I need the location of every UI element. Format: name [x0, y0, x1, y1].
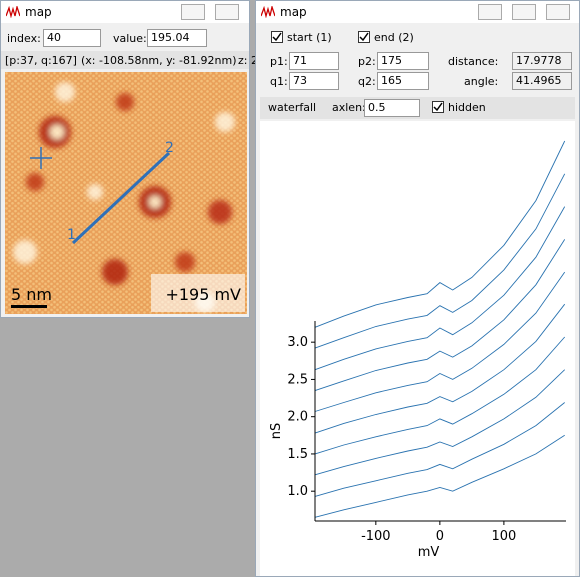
angle-value: 41.4965 [516, 74, 562, 87]
waterfall-curve [314, 402, 565, 497]
q1-input[interactable]: 73 [289, 72, 339, 90]
start-checkbox[interactable] [271, 31, 283, 43]
p2-input[interactable]: 175 [377, 52, 429, 70]
q1-value: 73 [293, 74, 307, 87]
bias-background [151, 274, 245, 312]
hidden-label: hidden [448, 101, 486, 114]
status-xy: (x: -108.58nm, y: -81.92nm) [81, 54, 237, 67]
waterfall-curve [314, 369, 566, 476]
app-icon [6, 6, 20, 18]
cursor-cross [30, 147, 52, 169]
distance-field: 17.9778 [512, 52, 572, 70]
p2-value: 175 [381, 54, 402, 67]
title-bar: map [256, 1, 579, 23]
scale-bar-label: 5 nm [11, 285, 52, 304]
axlen-value: 0.5 [368, 101, 386, 114]
minimize-button[interactable] [478, 4, 502, 20]
angle-field: 41.4965 [512, 72, 572, 90]
waterfall-curve [314, 173, 566, 349]
minimize-button[interactable] [181, 4, 205, 20]
app-icon [261, 6, 275, 18]
value-label: value: [113, 32, 147, 45]
p1-label: p1: [270, 55, 288, 68]
status-pq: [p:37, q:167] [5, 54, 77, 67]
waterfall-curve [314, 434, 565, 518]
close-button[interactable] [546, 4, 570, 20]
end-label: end (2) [374, 31, 414, 44]
plot-toolbar: waterfall axlen: 0.5 hidden [260, 97, 575, 119]
x-tick-label: 0 [436, 529, 444, 544]
waterfall-curve [314, 336, 566, 455]
waterfall-curve [314, 140, 566, 328]
p1-value: 71 [293, 54, 307, 67]
waterfall-curve [314, 206, 566, 371]
angle-label: angle: [464, 75, 499, 88]
p2-label: p2: [358, 55, 376, 68]
p1-input[interactable]: 71 [289, 52, 339, 70]
left-window: map index: 40 value: 195.04 [p:37, q:167… [0, 0, 258, 318]
window-title: map [25, 5, 52, 19]
start-label: start (1) [287, 31, 332, 44]
q2-input[interactable]: 165 [377, 72, 429, 90]
x-axis-label: mV [418, 545, 440, 560]
index-label: index: [7, 32, 41, 45]
status-bar: [p:37, q:167] (x: -108.58nm, y: -81.92nm… [1, 51, 258, 69]
stm-image: 1 2 5 nm +195 mV [5, 72, 247, 314]
y-tick-label: 2.5 [287, 372, 308, 387]
waterfall-plot: 1.0 1.5 2.0 2.5 3.0 -100 0 100 mV nS [260, 121, 575, 576]
x-tick-label: 100 [491, 529, 516, 544]
window-title: map [280, 5, 307, 19]
y-tick-label: 1.5 [287, 447, 308, 462]
value-value: 195.04 [151, 31, 190, 44]
axlen-input[interactable]: 0.5 [364, 99, 420, 117]
right-window: map start (1) end (2) p1: 71 p2: 175 dis… [255, 0, 580, 577]
y-tick-label: 1.0 [287, 484, 308, 499]
maximize-button[interactable] [512, 4, 536, 20]
y-tick-label: 2.0 [287, 410, 308, 425]
waterfall-curve [314, 239, 566, 392]
distance-label: distance: [448, 55, 499, 68]
y-axis-label: nS [269, 423, 284, 440]
bias-label: +195 mV [165, 285, 241, 304]
close-button[interactable] [215, 4, 239, 20]
axlen-label: axlen: [332, 101, 366, 114]
index-value: 40 [47, 31, 61, 44]
title-bar: map [1, 1, 249, 23]
q2-value: 165 [381, 74, 402, 87]
status-z: z: 2 [238, 54, 258, 67]
hidden-checkbox[interactable] [432, 101, 444, 113]
end-checkbox[interactable] [358, 31, 370, 43]
index-input[interactable]: 40 [43, 29, 101, 47]
q1-label: q1: [270, 75, 288, 88]
profile-line [71, 151, 171, 245]
marker-end: 2 [165, 140, 174, 156]
scale-bar [11, 305, 47, 308]
waterfall-curve [314, 271, 566, 412]
value-input[interactable]: 195.04 [147, 29, 207, 47]
marker-start: 1 [67, 227, 76, 243]
waterfall-curve [314, 303, 566, 434]
distance-value: 17.9778 [516, 54, 562, 67]
waterfall-label: waterfall [268, 101, 317, 114]
q2-label: q2: [358, 75, 376, 88]
x-tick-label: -100 [361, 529, 391, 544]
y-tick-label: 3.0 [287, 335, 308, 350]
